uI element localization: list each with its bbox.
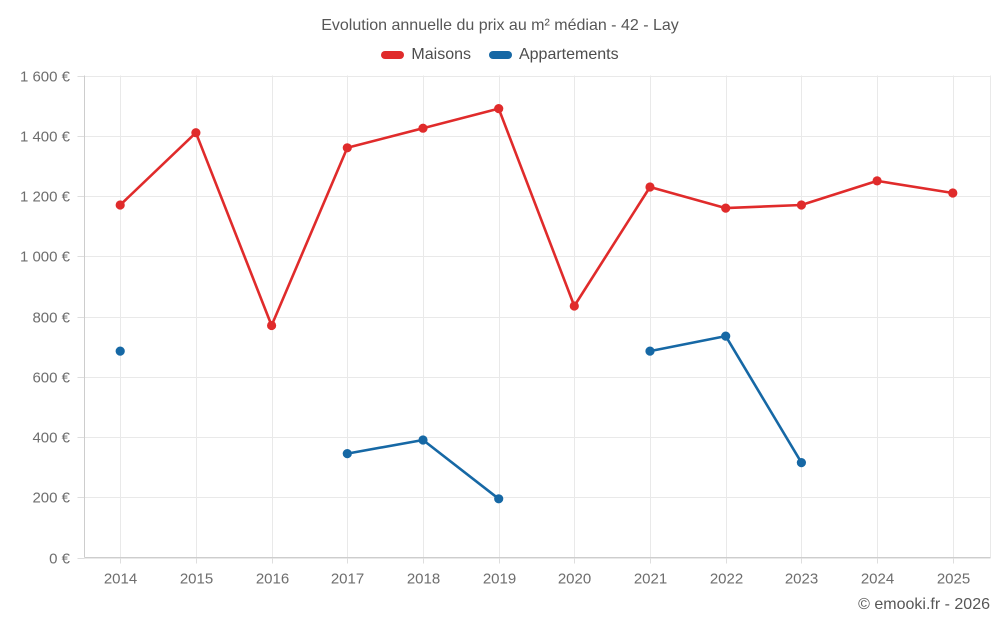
x-axis-tick-label: 2025 [937,571,970,588]
legend-label-maisons: Maisons [411,46,471,63]
y-axis-tick-label: 1 200 € [20,189,71,206]
data-point-appartements-2017 [342,449,352,459]
data-point-maisons-2022 [721,203,731,213]
data-point-maisons-2018 [418,123,428,133]
y-axis-tick-label: 1 000 € [20,249,71,266]
appartements-legend-marker-icon [488,51,512,59]
y-axis-tick-label: 600 € [32,370,70,387]
data-point-maisons-2015 [191,128,201,138]
data-point-appartements-2018 [418,435,428,445]
data-point-appartements-2019 [494,494,504,504]
x-axis-tick-label: 2023 [785,571,818,588]
data-point-appartements-2022 [721,331,731,341]
y-axis-tick-label: 1 600 € [20,69,71,86]
y-axis-tick-label: 400 € [32,430,70,447]
data-point-maisons-2019 [494,104,504,114]
x-axis-tick-label: 2022 [710,571,743,588]
series-line-appartements [648,334,803,464]
data-point-appartements-2014 [115,346,125,356]
maisons-legend-marker-icon [381,51,405,59]
legend-item-appartements[interactable]: Appartements [488,46,619,64]
chart-legend: Maisons Appartements [0,46,1000,64]
y-axis-tick-label: 0 € [49,551,71,568]
series-line-maisons [118,107,955,327]
data-point-maisons-2014 [115,200,125,210]
x-axis-tick-label: 2015 [180,571,213,588]
chart-title: Evolution annuelle du prix au m² médian … [321,17,679,34]
x-axis-tick-label: 2019 [483,571,516,588]
x-axis-tick-label: 2017 [331,571,364,588]
x-axis-tick-label: 2021 [634,571,667,588]
x-axis-tick-label: 2024 [861,571,894,588]
data-point-maisons-2021 [645,182,655,192]
copyright-text: © emooki.fr - 2026 [858,596,990,613]
data-point-maisons-2024 [872,176,882,186]
data-point-maisons-2020 [569,301,579,311]
x-axis-tick-label: 2020 [558,571,591,588]
y-axis-tick-label: 1 400 € [20,129,71,146]
data-point-appartements-2023 [796,458,807,468]
legend-label-appartements: Appartements [518,46,619,63]
data-point-maisons-2025 [948,188,958,198]
data-point-maisons-2016 [267,320,277,331]
legend-item-maisons[interactable]: Maisons [381,46,471,64]
y-axis-tick-label: 200 € [32,490,70,507]
data-point-maisons-2017 [342,143,352,153]
x-axis-tick-label: 2016 [256,571,289,588]
data-point-maisons-2023 [796,200,807,210]
x-axis-tick-label: 2014 [104,571,137,588]
y-axis-tick-label: 800 € [32,310,70,327]
x-axis-tick-label: 2018 [407,571,440,588]
data-point-appartements-2021 [645,346,655,356]
